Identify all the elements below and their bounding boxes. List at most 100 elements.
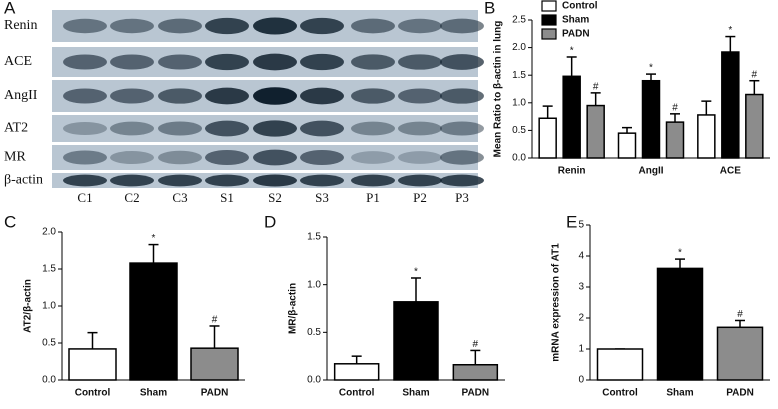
y-tick-label: 2 <box>578 313 584 324</box>
blot-band <box>300 120 344 137</box>
x-tick-label: Control <box>339 388 375 399</box>
lane-label: S3 <box>315 190 329 205</box>
lane-label: S1 <box>220 190 234 205</box>
blot-band <box>351 88 395 104</box>
bar <box>129 262 178 381</box>
lane-label: P2 <box>413 190 427 205</box>
blot-band <box>440 174 484 187</box>
y-tick-label: 0 <box>578 375 584 386</box>
blot-row-label: Renin <box>4 18 37 33</box>
panel-letter: D <box>264 212 276 231</box>
x-tick-label: Sham <box>140 388 167 399</box>
bar <box>641 79 661 159</box>
y-tick-label: 0.0 <box>307 375 321 386</box>
blot-band <box>205 120 249 137</box>
blot-band <box>63 121 107 136</box>
significance-mark: # <box>752 69 758 80</box>
bar <box>562 75 581 159</box>
significance-mark: # <box>473 339 479 350</box>
blot-band <box>158 121 202 136</box>
y-axis-label: MR/β-actin <box>288 283 299 334</box>
significance-mark: * <box>678 248 682 259</box>
blot-band <box>110 88 154 104</box>
bar <box>665 121 685 159</box>
blot-band <box>158 88 202 104</box>
blot-band <box>300 17 344 35</box>
legend-label: Control <box>562 1 598 12</box>
blot-band <box>440 88 484 104</box>
y-tick-label: 0.5 <box>512 125 526 136</box>
blot-band <box>398 121 442 136</box>
blot-band <box>351 18 395 34</box>
blot-band <box>440 18 484 34</box>
blot-band <box>63 174 107 187</box>
bar <box>745 93 764 159</box>
bar <box>333 363 380 381</box>
blot-band <box>398 88 442 104</box>
blot-band <box>440 150 484 165</box>
y-tick-label: 3 <box>578 282 584 293</box>
y-tick-label: 1.5 <box>42 264 56 275</box>
bar <box>596 348 644 381</box>
blot-band <box>398 54 442 70</box>
blot-band <box>63 54 107 70</box>
lane-label: S2 <box>268 190 282 205</box>
x-tick-label: AngII <box>639 166 664 177</box>
y-tick-label: 0.5 <box>307 327 321 338</box>
y-tick-label: 1.5 <box>307 232 321 243</box>
y-tick-label: 2.0 <box>42 227 56 238</box>
blot-band <box>253 149 297 166</box>
x-tick-label: Renin <box>558 166 586 177</box>
significance-mark: * <box>728 25 732 36</box>
blot-band <box>110 121 154 136</box>
blot-band <box>351 121 395 136</box>
panel-letter: B <box>484 0 495 17</box>
lane-label: C1 <box>77 190 92 205</box>
blot-band <box>253 17 297 35</box>
bar <box>393 301 439 381</box>
lane-label: P1 <box>366 190 380 205</box>
blot-band <box>110 54 154 70</box>
bar <box>721 51 740 159</box>
y-tick-label: 1.0 <box>307 279 321 290</box>
significance-mark: # <box>672 102 678 113</box>
significance-mark: * <box>414 267 418 278</box>
bar <box>617 132 637 159</box>
blot-band <box>110 18 154 34</box>
blot-band <box>158 18 202 34</box>
blot-band <box>205 53 249 71</box>
y-tick-label: 5 <box>578 220 584 231</box>
bar <box>452 363 499 381</box>
y-tick-label: 1.0 <box>42 301 56 312</box>
blot-band <box>110 174 154 187</box>
x-tick-label: Sham <box>666 388 693 399</box>
lane-label: C2 <box>124 190 139 205</box>
blot-band <box>351 174 395 187</box>
blot-band <box>300 53 344 71</box>
blot-band <box>205 17 249 35</box>
significance-mark: * <box>152 233 156 244</box>
blot-band <box>398 174 442 187</box>
blot-band <box>158 54 202 70</box>
y-tick-label: 0.0 <box>512 153 526 164</box>
blot-band <box>63 88 107 104</box>
legend-swatch <box>541 0 557 12</box>
y-tick-label: 0.5 <box>42 338 56 349</box>
x-tick-label: ACE <box>720 166 741 177</box>
y-tick-label: 2.0 <box>512 42 526 53</box>
blot-row-label: ACE <box>4 54 32 69</box>
bar <box>697 114 716 159</box>
blot-band <box>205 174 249 187</box>
x-tick-label: PADN <box>462 388 490 399</box>
significance-mark: # <box>737 309 743 320</box>
blot-band <box>351 54 395 70</box>
y-axis-label: Mean Ratio to β-actin in lung <box>493 21 504 158</box>
blot-band <box>63 18 107 34</box>
legend-swatch <box>541 28 557 40</box>
lane-label: C3 <box>172 190 187 205</box>
bar <box>68 348 117 381</box>
blot-band <box>158 174 202 187</box>
blot-band <box>351 151 395 164</box>
x-tick-label: PADN <box>201 388 229 399</box>
legend-label: Sham <box>562 15 589 26</box>
